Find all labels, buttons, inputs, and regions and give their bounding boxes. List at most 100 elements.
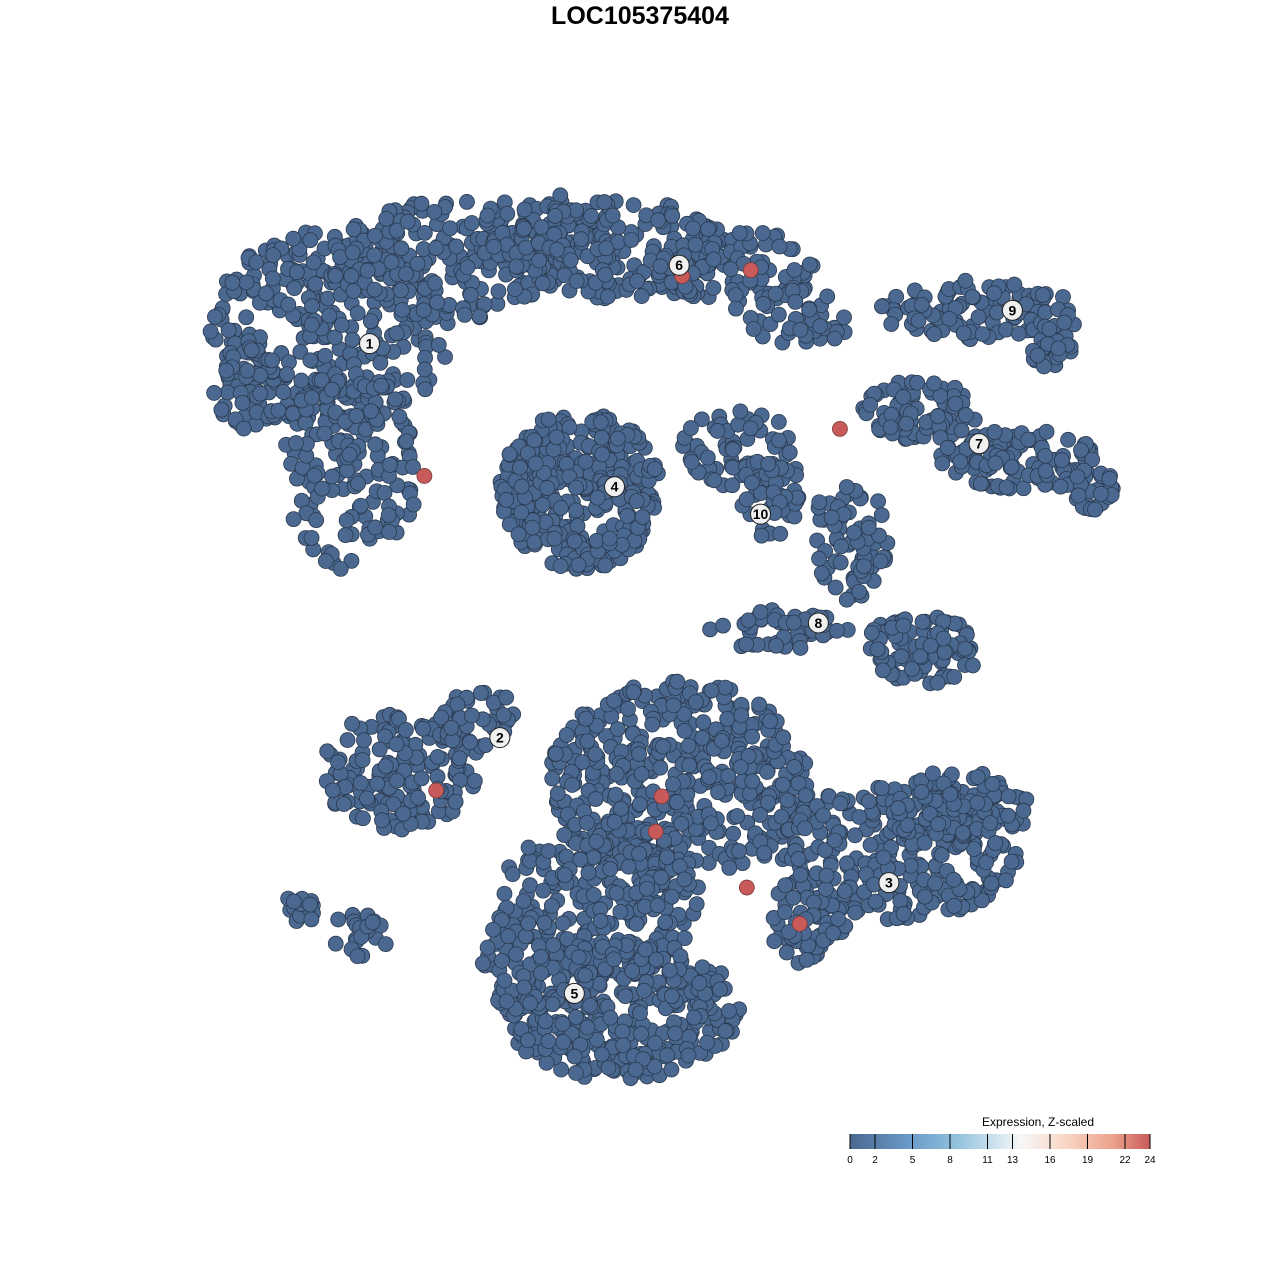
cell-point <box>579 814 595 831</box>
cell-point <box>533 965 550 982</box>
cell-point <box>474 955 491 972</box>
cell-point <box>394 302 411 318</box>
colorbar-tick-label: 0 <box>847 1155 853 1166</box>
cell-point <box>367 436 384 453</box>
cell-point <box>792 322 809 338</box>
cell-point <box>608 885 625 902</box>
cell-point <box>895 906 912 922</box>
cell-point <box>724 477 741 494</box>
cell-point <box>851 583 868 600</box>
cell-point <box>942 786 959 803</box>
cell-point <box>710 784 726 801</box>
cell-point <box>1029 347 1046 364</box>
cell-point <box>270 402 287 419</box>
cell-point <box>350 475 366 492</box>
high-expression-point <box>738 879 755 896</box>
cell-point <box>592 414 609 431</box>
colorbar-tick-label: 8 <box>947 1155 953 1166</box>
cell-point <box>860 793 877 810</box>
cell-point <box>787 293 804 310</box>
cell-point <box>537 1013 554 1030</box>
cell-point <box>303 911 320 928</box>
cell-point <box>413 770 430 787</box>
cell-point <box>1053 452 1070 469</box>
cell-point <box>819 288 836 305</box>
cell-point <box>1010 325 1027 342</box>
cell-point <box>305 254 322 271</box>
cell-point <box>729 808 746 824</box>
cell-point <box>443 719 460 736</box>
cluster-label: 2 <box>496 730 504 746</box>
cell-point <box>680 1047 697 1064</box>
cell-point <box>797 787 814 804</box>
cell-point <box>631 796 648 813</box>
cluster-label: 7 <box>975 436 983 452</box>
cell-point <box>330 754 346 771</box>
cluster-label: 10 <box>753 506 769 522</box>
cell-point <box>596 194 613 210</box>
cell-point <box>548 429 565 446</box>
colorbar <box>850 1134 1150 1149</box>
cell-point <box>633 288 650 304</box>
cell-point <box>1003 853 1020 870</box>
cell-point <box>760 455 777 472</box>
cell-point <box>628 916 645 932</box>
cell-point <box>647 1035 663 1051</box>
cell-point <box>582 997 598 1014</box>
cell-point <box>639 880 655 897</box>
cell-point <box>744 773 761 790</box>
cell-point <box>773 808 790 825</box>
cell-point <box>367 519 384 536</box>
cluster-label: 6 <box>675 257 683 273</box>
cell-point <box>366 281 383 298</box>
cell-point <box>717 679 734 696</box>
cell-point <box>1084 451 1101 468</box>
cell-point <box>593 429 610 446</box>
cell-point <box>597 557 614 574</box>
cell-point <box>930 816 947 833</box>
cell-point <box>410 789 426 806</box>
cell-point <box>585 849 602 866</box>
cell-point <box>767 285 784 302</box>
cell-point <box>327 267 344 284</box>
cell-point <box>516 979 532 996</box>
colorbar-tick-label: 22 <box>1119 1155 1131 1166</box>
cell-point <box>556 867 573 884</box>
cell-point <box>836 309 852 326</box>
cell-point <box>303 316 320 333</box>
cell-point <box>833 538 849 555</box>
cell-point <box>792 867 809 883</box>
cell-point <box>547 745 564 762</box>
cell-point <box>374 812 390 829</box>
cell-point <box>673 815 690 832</box>
cell-point <box>388 222 405 239</box>
cell-point <box>220 322 237 339</box>
cell-point <box>602 1009 619 1026</box>
cell-point <box>398 433 415 450</box>
cell-point <box>620 858 637 875</box>
cell-point <box>721 1003 737 1019</box>
cell-point <box>898 415 915 432</box>
cell-point <box>338 512 355 529</box>
cell-point <box>941 310 958 327</box>
cell-point <box>471 308 488 325</box>
cell-point <box>836 883 853 899</box>
cell-point <box>720 768 737 784</box>
cell-point <box>873 780 890 797</box>
cell-point <box>549 785 566 802</box>
cell-point <box>258 285 275 302</box>
cell-point <box>381 524 398 540</box>
cell-point <box>243 342 260 359</box>
cell-point <box>526 432 543 449</box>
cell-point <box>624 962 641 979</box>
cell-point <box>463 215 480 231</box>
cell-point <box>546 530 563 547</box>
cell-point <box>592 913 609 929</box>
cell-point <box>740 612 757 629</box>
colorbar-tick-label: 5 <box>910 1155 916 1166</box>
cell-point <box>224 274 241 291</box>
cell-point <box>699 449 716 466</box>
cell-point <box>479 939 496 956</box>
cell-point <box>321 307 338 324</box>
cell-point <box>442 220 459 237</box>
